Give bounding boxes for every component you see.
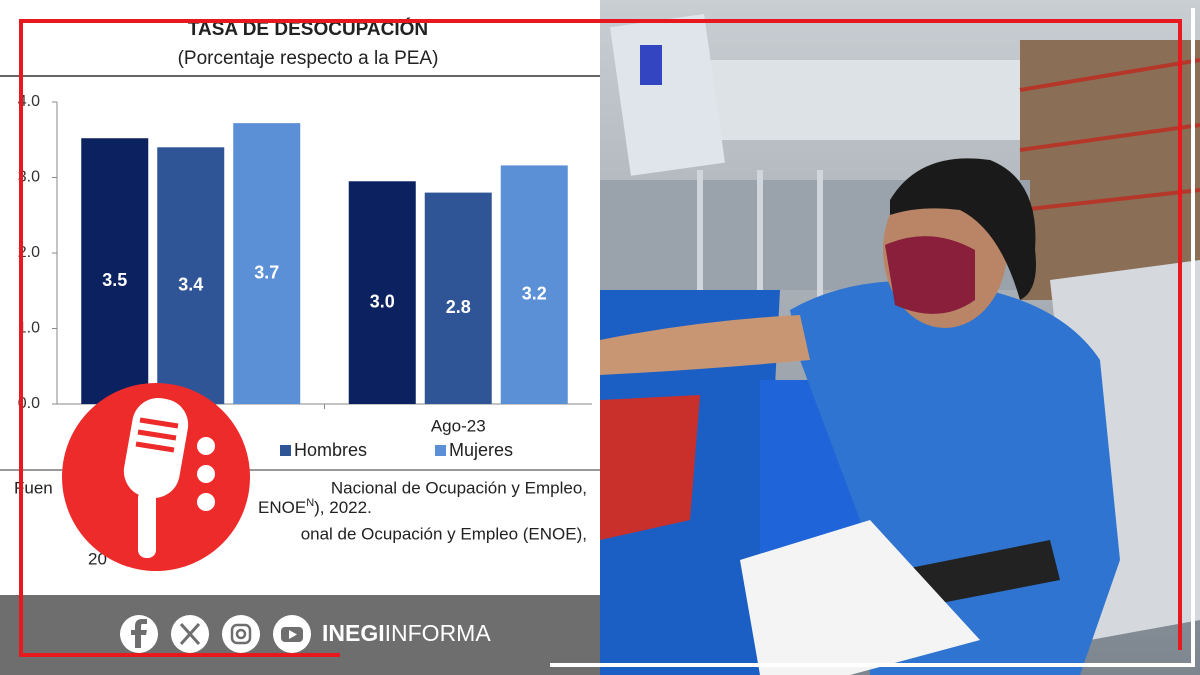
data-label: 3.4 xyxy=(178,274,203,294)
data-label: 2.8 xyxy=(446,297,471,317)
bar xyxy=(157,147,225,405)
y-tick-label: 4.0 xyxy=(18,93,40,110)
source-text: ENOEN), 2022. xyxy=(258,497,372,518)
source-text: ENOE xyxy=(258,498,306,517)
bar xyxy=(348,181,416,404)
bar xyxy=(233,123,301,404)
y-tick-label: 0.0 xyxy=(18,395,40,412)
data-label: 3.2 xyxy=(522,283,547,303)
source-text: Nacional de Ocupación y Empleo, xyxy=(331,478,587,497)
mic-badge xyxy=(62,383,250,571)
data-label: 3.5 xyxy=(102,270,127,290)
social-icons xyxy=(120,615,311,653)
bar xyxy=(81,138,149,405)
bar xyxy=(424,192,492,404)
instagram-icon[interactable] xyxy=(222,615,260,653)
bar xyxy=(500,165,568,404)
source: Fuen Nacional de Ocupación y Empleo, ENO… xyxy=(14,478,587,568)
legend-swatch xyxy=(280,445,291,456)
legend-label: Hombres xyxy=(294,440,367,460)
data-label: 3.0 xyxy=(370,291,395,311)
chart: 0.0 1.0 2.0 3.0 4.0 3.5 3.4 3.7 Ago-23 3.0 2.8 3.2 H… xyxy=(18,93,592,460)
brand-light: INFORMA xyxy=(385,620,492,646)
source-text: ), 2022. xyxy=(314,498,372,517)
frame xyxy=(19,8,1195,667)
brand-bold: INEGI xyxy=(322,620,385,646)
legend-label: Mujeres xyxy=(449,440,513,460)
source-text: N xyxy=(306,497,314,509)
legend-swatch xyxy=(435,445,446,456)
y-tick-label: 2.0 xyxy=(18,244,40,261)
y-tick-label: 3.0 xyxy=(18,169,40,186)
x-tick-label: Ago-23 xyxy=(431,416,486,435)
source-text: 20 xyxy=(88,549,107,568)
photo xyxy=(600,0,1200,675)
source-text: onal de Ocupación y Empleo (ENOE), xyxy=(301,524,587,543)
chart-title: TASA DE DESOCUPACIÓN xyxy=(188,18,428,40)
y-tick-label: 1.0 xyxy=(18,320,40,337)
data-label: 3.7 xyxy=(254,262,279,282)
chart-subtitle: (Porcentaje respecto a la PEA) xyxy=(178,48,439,69)
brand: INEGIINFORMA xyxy=(322,620,491,646)
source-text: Fuen xyxy=(14,478,53,497)
